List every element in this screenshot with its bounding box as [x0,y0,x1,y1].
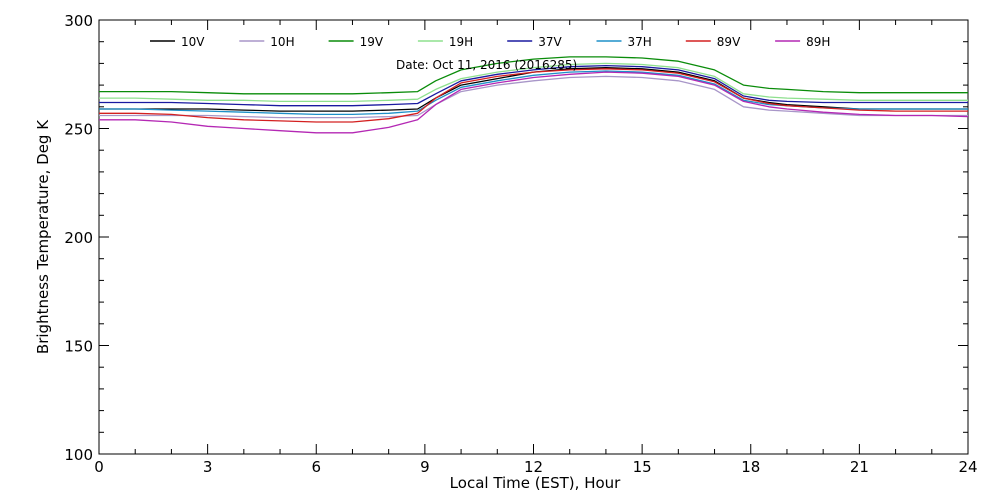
y-tick-label: 200 [64,229,93,247]
legend-label: 89H [806,35,830,49]
legend-label: 37V [538,35,562,49]
series-line-19v [99,56,968,95]
legend-label: 10V [181,35,205,49]
y-tick-label: 150 [64,338,93,356]
x-tick-label: 21 [850,458,869,476]
x-tick-label: 15 [633,458,652,476]
plot-frame [98,19,969,455]
legend-label: 19V [360,35,384,49]
y-axis-title: Brightness Temperature, Deg K [34,119,52,354]
x-tick-label: 24 [958,458,977,476]
x-tick-label: 9 [420,458,430,476]
x-tick-label: 12 [524,458,543,476]
series-line-19h [99,62,968,103]
series-line-37v [99,64,968,107]
x-tick-label: 18 [741,458,760,476]
legend-label: 37H [628,35,652,49]
y-tick-label: 250 [64,121,93,139]
legend-label: 19H [449,35,473,49]
legend-label: 10H [270,35,294,49]
y-tick-label: 100 [64,446,93,464]
x-tick-label: 0 [94,458,104,476]
series-lines [99,56,969,134]
axis-ticks [98,19,969,455]
legend-label: 89V [717,35,741,49]
x-axis-title: Local Time (EST), Hour [450,474,621,492]
date-annotation: Date: Oct 11, 2016 (2016285) [396,58,577,72]
legend: 10V 10H 19V 19H 37V 37H 89V 89H [150,35,830,49]
series-line-89h [99,71,969,134]
y-tick-label: 300 [64,12,93,30]
series-line-89v [99,68,968,123]
x-tick-label: 6 [311,458,321,476]
x-tick-label: 3 [203,458,213,476]
tick-labels: 0 3 6 9 12 15 18 21 24 100 150 200 250 300 [64,12,977,476]
series-line-10h [99,75,968,119]
